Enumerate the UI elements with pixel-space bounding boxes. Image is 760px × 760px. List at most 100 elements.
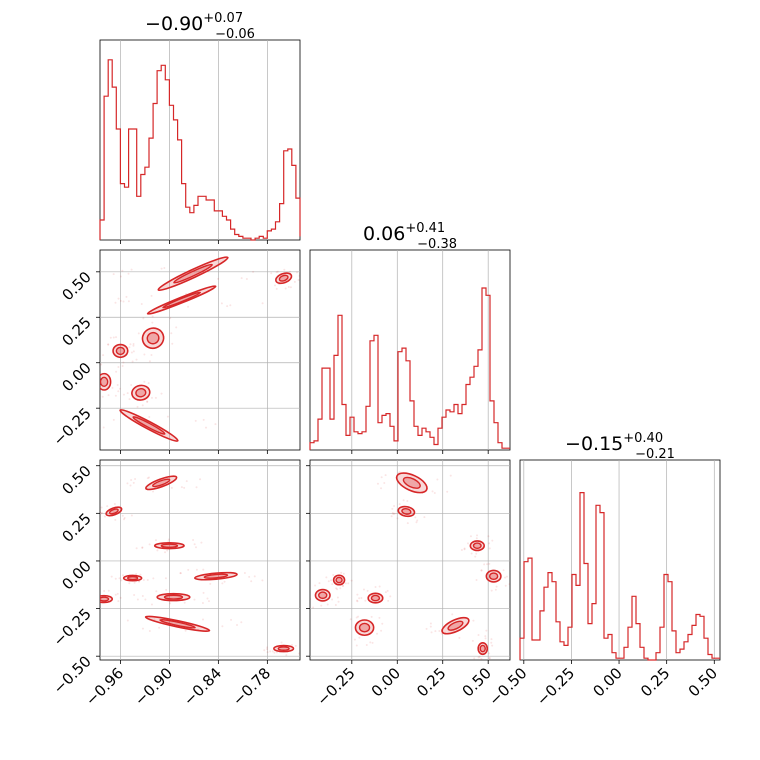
scatter-point [142,578,145,581]
contour-panel-param-2-vs-param-3 [309,459,511,661]
scatter-point [143,380,146,383]
x-tick-label: −0.50 [485,664,530,709]
scatter-point [132,343,135,346]
scatter-point [101,512,104,515]
scatter-point [195,486,198,489]
scatter-point [135,573,138,576]
scatter-point [236,624,239,627]
scatter-point [87,598,89,600]
scatter-point [266,646,269,649]
contour-outer [157,256,229,292]
scatter-point [433,491,436,494]
scatter-point [293,280,296,283]
title-param-1: −0.90+0.07 −0.06 [145,11,255,42]
scatter-point [207,600,210,603]
y-tick-label: 0.25 [58,313,94,349]
scatter-point [284,287,287,290]
scatter-point [122,300,125,303]
scatter-point [100,506,103,509]
scatter-point [478,655,481,658]
scatter-point [187,568,190,571]
scatter-point [150,294,153,297]
contour-inner [203,573,229,579]
contour-inner [132,416,166,435]
scatter-point [150,396,153,399]
scatter-point [135,358,138,361]
histogram-panel-param-1 [99,39,301,241]
scatter-point [160,392,163,395]
scatter-point [415,521,418,524]
panel-frame [99,459,301,661]
scatter-point [131,360,134,363]
x-tick-label: 0.25 [413,664,449,700]
scatter-point [402,499,405,502]
scatter-point [130,268,133,271]
contour-outer [131,384,151,401]
scatter-point [374,585,377,588]
scatter-point [148,629,151,632]
panel-frame [309,459,511,661]
scatter-point [126,482,129,485]
scatter-point [480,657,483,660]
scatter-point [206,597,209,600]
scatter-point [121,269,124,272]
x-tick-label: 0.00 [368,664,404,700]
scatter-point [261,579,264,582]
scatter-point [132,481,135,484]
scatter-point [165,588,168,591]
scatter-point [358,597,361,600]
scatter-point [90,592,92,594]
scatter-point [273,651,276,654]
scatter-point [490,589,493,592]
gridlines-p20 [96,460,300,664]
scatter-point [194,419,197,422]
contour-inner [278,274,289,282]
scatter-point [146,579,149,582]
scatter-point [107,343,110,346]
scatter-point [463,547,466,550]
contour-inner [358,622,371,633]
title-param-1-lower: −0.06 [215,27,255,42]
scatter-point [484,637,487,640]
scatter-point [96,418,98,420]
histogram-step-line [519,492,720,661]
scatter-point [326,603,329,606]
scatter-point [112,273,115,276]
scatter-point [126,392,129,395]
title-param-3-lower: −0.21 [635,447,675,462]
scatter-point [158,626,161,629]
gridlines-p21 [306,460,510,664]
scatter-point [490,641,493,644]
contour-outer [112,343,129,359]
scatter-point [221,582,224,585]
scatter-point [347,582,350,585]
scatter-point [152,490,155,493]
scatter-point [387,599,390,602]
scatter-point [334,603,337,606]
scatter-point [429,625,432,628]
title-param-2-value: 0.06 [363,223,405,245]
scatter-point [96,367,98,369]
scatter-point [184,629,187,632]
contour-inner [488,572,499,581]
scatter-point [480,659,483,660]
scatter-point [146,400,149,403]
scatter-point [466,542,469,545]
y-tick-label: 0.25 [58,509,94,545]
scatter-point [356,600,359,603]
scatter-point [416,519,419,522]
scatter-point [390,515,393,518]
scatter-point [169,602,172,605]
scatter-point [429,622,432,625]
panel-frame [519,459,721,661]
scatter-point [102,426,105,429]
contour-inner [100,596,110,602]
scatter-point [195,568,198,571]
scatter-point [358,636,361,639]
contour-inner [100,376,109,388]
scatter-point [472,619,475,622]
scatter-point [275,287,278,290]
scatter-point [505,575,508,578]
scatter-point [160,267,163,270]
